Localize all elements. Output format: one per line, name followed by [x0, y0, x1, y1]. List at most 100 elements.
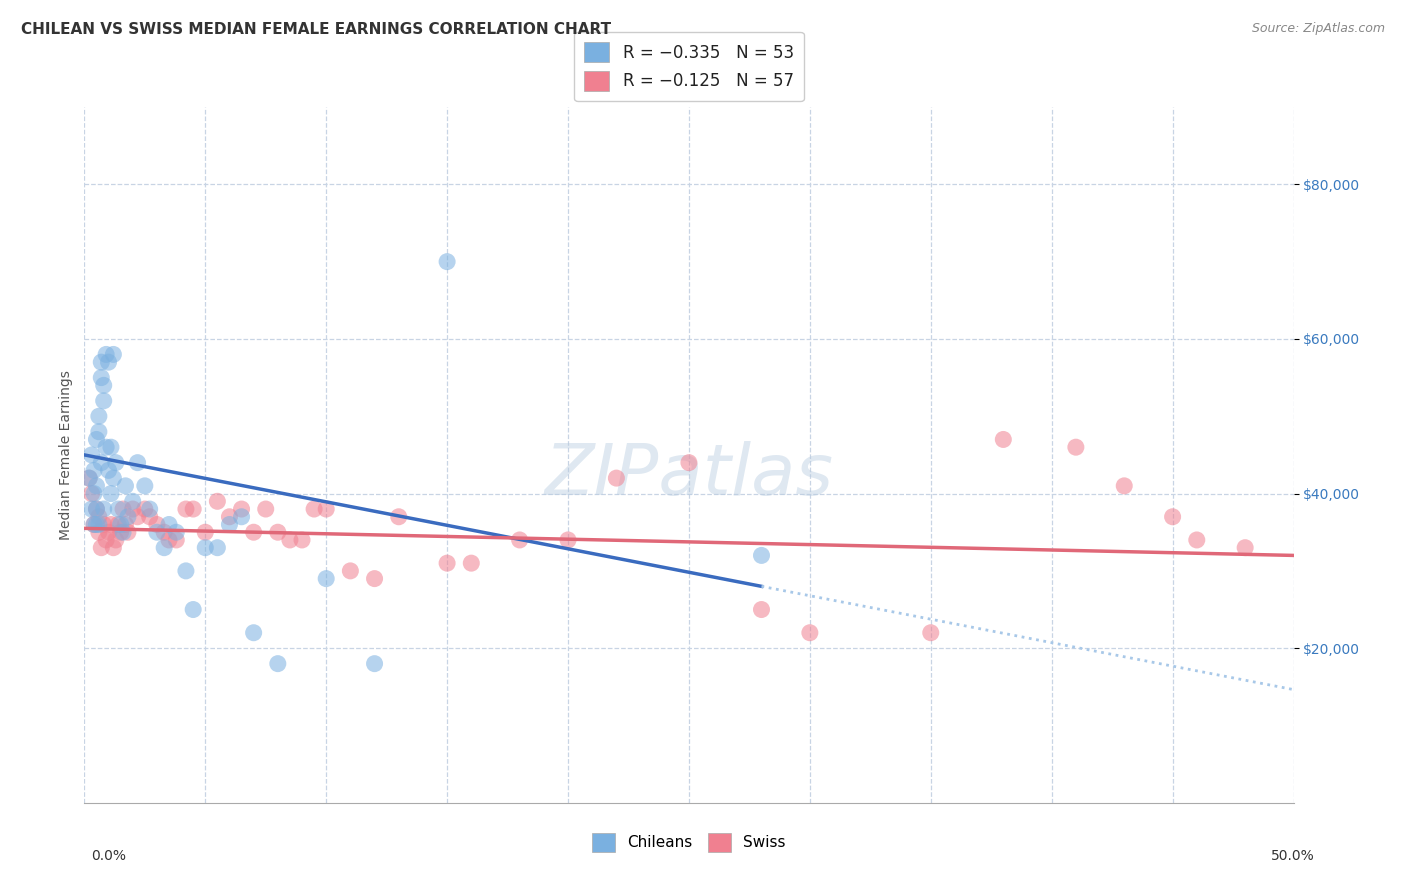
- Point: [751, 549, 773, 563]
- Point: [678, 456, 700, 470]
- Point: [87, 425, 110, 439]
- Point: [90, 456, 112, 470]
- Point: [90, 370, 112, 384]
- Point: [254, 502, 277, 516]
- Point: [86, 502, 108, 516]
- Point: [86, 502, 108, 516]
- Point: [100, 486, 122, 500]
- Point: [157, 517, 180, 532]
- Point: [100, 517, 122, 532]
- Point: [460, 556, 482, 570]
- Point: [87, 525, 110, 540]
- Point: [138, 509, 160, 524]
- Point: [104, 533, 127, 547]
- Point: [138, 502, 160, 516]
- Point: [93, 502, 115, 516]
- Point: [1234, 541, 1257, 555]
- Point: [80, 448, 103, 462]
- Point: [153, 541, 176, 555]
- Point: [799, 625, 821, 640]
- Point: [103, 471, 125, 485]
- Point: [121, 502, 143, 516]
- Point: [315, 502, 337, 516]
- Point: [77, 471, 100, 485]
- Point: [100, 440, 122, 454]
- Point: [605, 471, 627, 485]
- Point: [181, 602, 204, 616]
- Legend: Chileans, Swiss: Chileans, Swiss: [586, 827, 792, 858]
- Point: [363, 657, 385, 671]
- Text: Source: ZipAtlas.com: Source: ZipAtlas.com: [1251, 22, 1385, 36]
- Point: [103, 541, 125, 555]
- Point: [103, 347, 125, 361]
- Point: [920, 625, 942, 640]
- Point: [112, 525, 135, 540]
- Point: [174, 502, 197, 516]
- Point: [94, 347, 117, 361]
- Point: [87, 517, 110, 532]
- Point: [315, 572, 337, 586]
- Point: [751, 602, 773, 616]
- Point: [436, 254, 458, 268]
- Point: [114, 479, 136, 493]
- Point: [218, 517, 240, 532]
- Point: [90, 541, 112, 555]
- Point: [97, 355, 120, 369]
- Point: [1185, 533, 1208, 547]
- Point: [146, 517, 169, 532]
- Point: [1161, 509, 1184, 524]
- Point: [87, 509, 110, 524]
- Text: CHILEAN VS SWISS MEDIAN FEMALE EARNINGS CORRELATION CHART: CHILEAN VS SWISS MEDIAN FEMALE EARNINGS …: [21, 22, 612, 37]
- Point: [86, 479, 108, 493]
- Point: [557, 533, 579, 547]
- Point: [110, 517, 132, 532]
- Point: [242, 525, 264, 540]
- Point: [77, 471, 100, 485]
- Point: [165, 533, 187, 547]
- Point: [291, 533, 314, 547]
- Point: [242, 625, 264, 640]
- Point: [93, 378, 115, 392]
- Point: [117, 509, 139, 524]
- Point: [107, 517, 129, 532]
- Point: [93, 517, 115, 532]
- Point: [83, 517, 105, 532]
- Point: [80, 486, 103, 500]
- Point: [509, 533, 531, 547]
- Point: [87, 409, 110, 424]
- Point: [86, 433, 108, 447]
- Point: [207, 494, 229, 508]
- Point: [388, 509, 411, 524]
- Point: [1064, 440, 1087, 454]
- Point: [114, 517, 136, 532]
- Point: [104, 456, 127, 470]
- Point: [112, 502, 135, 516]
- Point: [207, 541, 229, 555]
- Y-axis label: Median Female Earnings: Median Female Earnings: [59, 370, 73, 540]
- Point: [363, 572, 385, 586]
- Point: [107, 502, 129, 516]
- Point: [97, 525, 120, 540]
- Point: [194, 525, 217, 540]
- Point: [181, 502, 204, 516]
- Point: [83, 517, 105, 532]
- Point: [278, 533, 301, 547]
- Point: [218, 509, 240, 524]
- Point: [146, 525, 169, 540]
- Point: [86, 517, 108, 532]
- Point: [117, 525, 139, 540]
- Point: [339, 564, 361, 578]
- Point: [83, 463, 105, 477]
- Point: [153, 525, 176, 540]
- Point: [194, 541, 217, 555]
- Point: [436, 556, 458, 570]
- Point: [127, 509, 149, 524]
- Point: [127, 456, 149, 470]
- Point: [110, 525, 132, 540]
- Point: [1114, 479, 1136, 493]
- Point: [267, 657, 290, 671]
- Point: [134, 502, 156, 516]
- Point: [231, 502, 253, 516]
- Point: [80, 502, 103, 516]
- Point: [231, 509, 253, 524]
